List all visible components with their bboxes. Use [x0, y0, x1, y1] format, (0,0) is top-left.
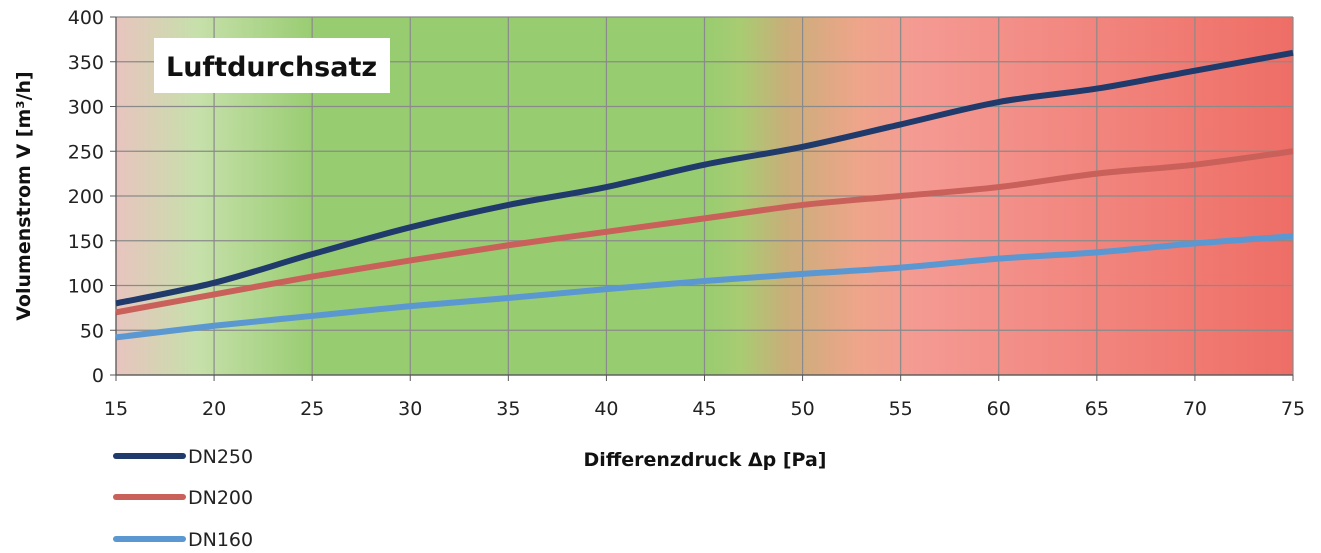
- x-tick-label-10: 65: [1085, 398, 1109, 420]
- y-tick-label-4: 200: [68, 186, 104, 208]
- legend-label-dn250: DN250: [188, 446, 253, 468]
- series-group: [115, 49, 1294, 341]
- y-tick-label-1: 50: [80, 320, 104, 342]
- y-axis-title: Volumenstrom V [m³/h]: [13, 71, 35, 320]
- x-tick-label-6: 45: [692, 398, 716, 420]
- x-tick-label-7: 50: [790, 398, 814, 420]
- legend-label-dn200: DN200: [188, 487, 253, 509]
- x-tick-label-1: 20: [202, 398, 226, 420]
- legend-label-dn160: DN160: [188, 529, 253, 551]
- series-line-dn250: [115, 49, 1294, 307]
- y-tick-label-6: 300: [68, 97, 104, 119]
- x-tick-label-9: 60: [987, 398, 1011, 420]
- x-tick-label-11: 70: [1183, 398, 1207, 420]
- title-box: [154, 38, 390, 93]
- x-tick-label-12: 75: [1281, 398, 1305, 420]
- chart-title: Luftdurchsatz: [166, 52, 377, 83]
- series-line-dn160: [115, 233, 1294, 341]
- y-tick-label-2: 100: [68, 276, 104, 298]
- axes: 15 20 25 30 35 40 45 50 55 60 65 70 75 0 50 100 150 200 25…: [68, 7, 1305, 420]
- x-tick-label-2: 25: [300, 398, 324, 420]
- y-tick-label-3: 150: [68, 231, 104, 253]
- x-tick-label-5: 40: [594, 398, 618, 420]
- x-tick-label-0: 15: [104, 398, 128, 420]
- series-line-dn200: [115, 148, 1294, 316]
- y-tick-label-7: 350: [68, 52, 104, 74]
- y-tick-label-8: 400: [68, 7, 104, 29]
- legend: DN250 DN200 DN160: [113, 446, 253, 551]
- y-tick-label-5: 250: [68, 141, 104, 163]
- x-axis-title: Differenzdruck Δp [Pa]: [584, 449, 827, 471]
- y-tick-label-0: 0: [92, 365, 104, 387]
- x-tick-label-8: 55: [889, 398, 913, 420]
- x-tick-label-3: 30: [398, 398, 422, 420]
- x-tick-label-4: 35: [496, 398, 520, 420]
